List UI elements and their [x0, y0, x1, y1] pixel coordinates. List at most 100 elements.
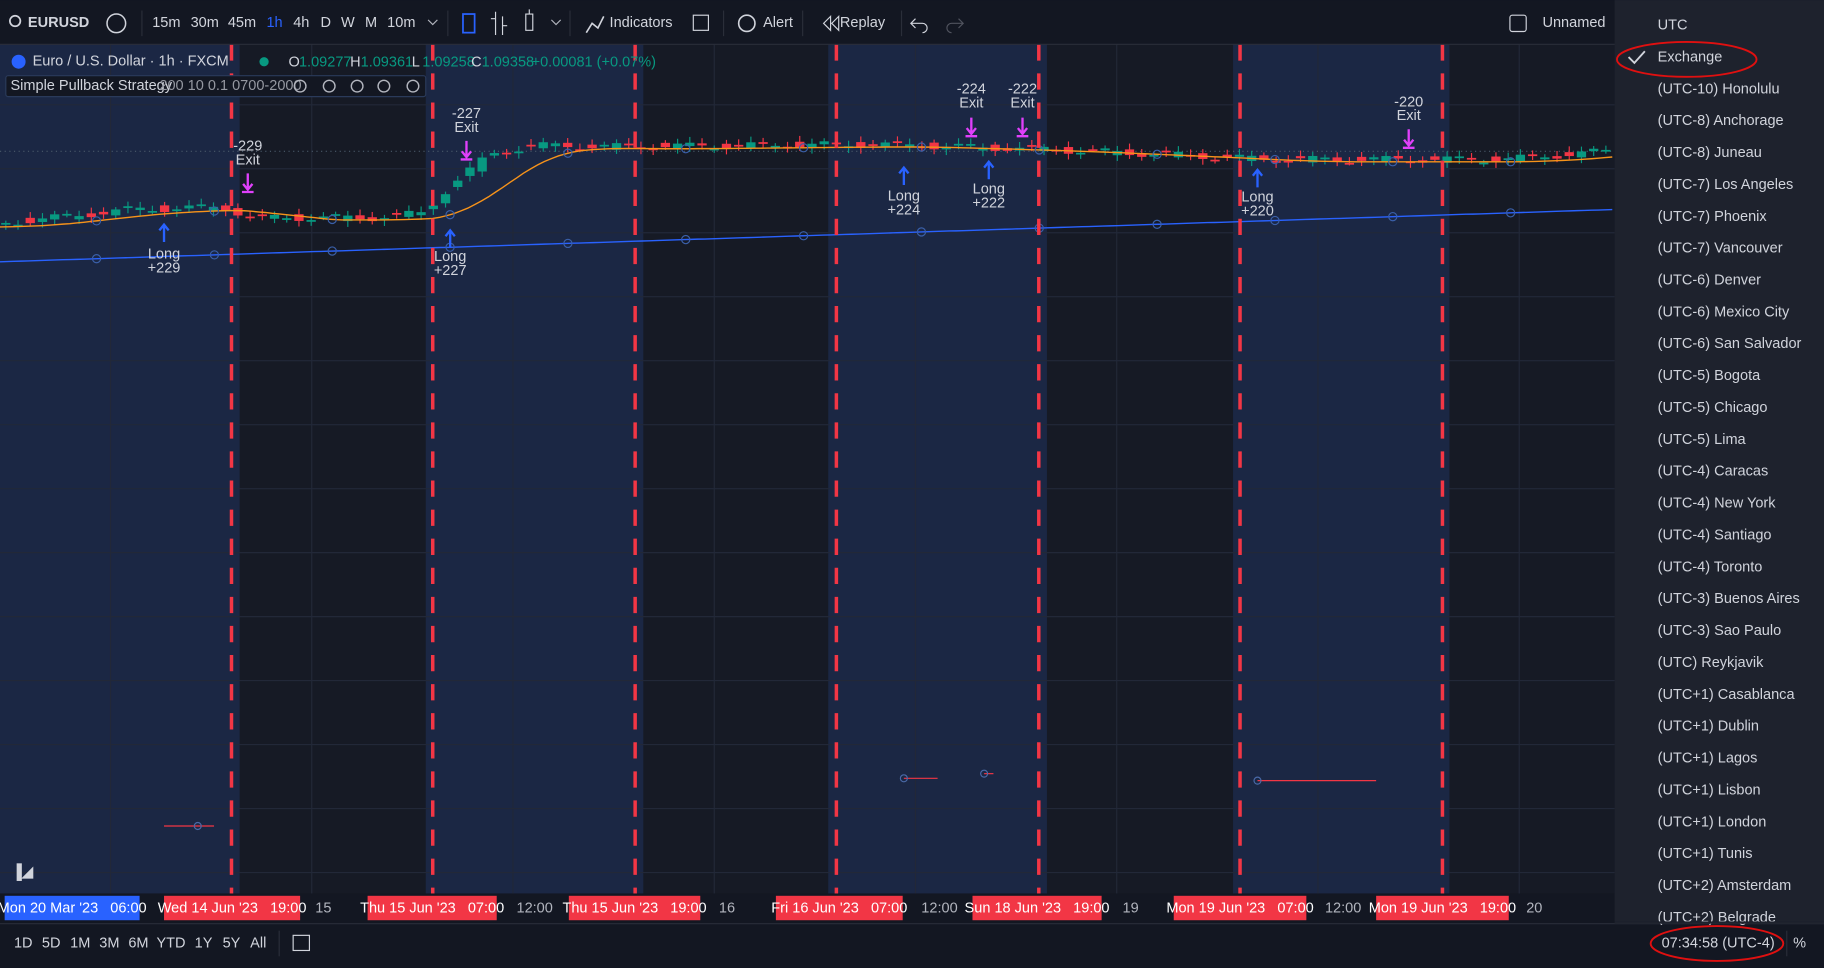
- date-range-button[interactable]: [292, 934, 311, 952]
- strategy-action-icon[interactable]: [377, 79, 391, 93]
- strategy-name[interactable]: Simple Pullback Strategy: [10, 78, 172, 94]
- timezone-option[interactable]: (UTC+1) London: [1658, 814, 1767, 830]
- exit-arrow: [1016, 117, 1029, 138]
- percent-toggle[interactable]: %: [1793, 935, 1806, 951]
- timezone-option[interactable]: (UTC-6) San Salvador: [1658, 336, 1802, 352]
- chart-style-button[interactable]: [525, 9, 534, 31]
- search-icon[interactable]: [9, 14, 22, 28]
- timezone-option[interactable]: (UTC+1) Lisbon: [1658, 782, 1761, 798]
- range-button[interactable]: 1D: [14, 935, 33, 951]
- strategy-action-icon[interactable]: [406, 79, 420, 93]
- timezone-option[interactable]: (UTC-10) Honolulu: [1658, 81, 1780, 97]
- candle-body: [306, 220, 316, 222]
- range-button[interactable]: 3M: [99, 935, 119, 951]
- interval-button[interactable]: D: [320, 15, 331, 31]
- timezone-option[interactable]: (UTC-4) Santiago: [1658, 527, 1772, 543]
- timezone-option[interactable]: (UTC+1) Dublin: [1658, 719, 1759, 735]
- ma-point: [916, 227, 927, 237]
- range-button[interactable]: 1M: [70, 935, 90, 951]
- timezone-option[interactable]: UTC: [1658, 18, 1688, 34]
- candle-body: [856, 142, 866, 148]
- timezone-option[interactable]: (UTC-6) Mexico City: [1658, 304, 1790, 320]
- timezone-option[interactable]: (UTC-3) Buenos Aires: [1658, 591, 1800, 607]
- strategy-action-icon[interactable]: [322, 79, 336, 93]
- timezone-option[interactable]: (UTC-6) Denver: [1658, 273, 1762, 289]
- bar-type-button[interactable]: [490, 11, 508, 35]
- interval-button[interactable]: W: [341, 15, 355, 31]
- timezone-option[interactable]: (UTC-3) Sao Paulo: [1658, 623, 1782, 639]
- trade-result: +224: [887, 202, 920, 218]
- timezone-option[interactable]: (UTC-4) Caracas: [1658, 464, 1769, 480]
- timezone-option[interactable]: (UTC-5) Lima: [1658, 432, 1747, 448]
- ma-point: [916, 142, 927, 152]
- candle-body: [1124, 149, 1135, 156]
- candle-body: [624, 143, 634, 146]
- interval-button[interactable]: 30m: [191, 15, 219, 31]
- timezone-option[interactable]: (UTC+2) Amsterdam: [1658, 878, 1792, 894]
- templates-button[interactable]: [692, 14, 710, 31]
- timezone-option[interactable]: (UTC-5) Bogota: [1658, 368, 1761, 384]
- timezone-option[interactable]: (UTC-4) Toronto: [1658, 559, 1763, 575]
- time-label: 12:00: [1325, 900, 1361, 916]
- trade-result: +229: [148, 261, 181, 277]
- interval-button[interactable]: 15m: [152, 15, 180, 31]
- style-dropdown[interactable]: [550, 19, 562, 26]
- range-button[interactable]: 5Y: [223, 935, 241, 951]
- range-button[interactable]: 1Y: [195, 935, 213, 951]
- indicators-icon[interactable]: [585, 16, 605, 34]
- trade-label: Long: [973, 182, 1005, 198]
- strategy-action-icon[interactable]: [293, 79, 307, 93]
- timezone-option[interactable]: (UTC-8) Juneau: [1658, 145, 1762, 161]
- timezone-option[interactable]: (UTC-7) Phoenix: [1658, 209, 1768, 225]
- strategy-action-icon[interactable]: [350, 79, 364, 93]
- alert-icon[interactable]: [737, 14, 756, 33]
- candle-body: [905, 144, 915, 147]
- chart-type-button[interactable]: [462, 13, 476, 34]
- range-button[interactable]: 6M: [128, 935, 148, 951]
- candle-body: [74, 216, 84, 220]
- interval-button[interactable]: 45m: [228, 15, 256, 31]
- candle-body: [221, 205, 231, 211]
- symbol-search[interactable]: EURUSD: [28, 15, 89, 31]
- clock[interactable]: 07:34:58 (UTC-4): [1662, 935, 1775, 951]
- candle-body: [1088, 149, 1098, 152]
- timezone-option[interactable]: Exchange: [1658, 49, 1723, 65]
- candle-body: [489, 153, 500, 156]
- range-button[interactable]: 5D: [42, 935, 61, 951]
- interval-button[interactable]: 10m: [387, 15, 415, 31]
- range-button[interactable]: YTD: [156, 935, 185, 951]
- alert-button[interactable]: Alert: [763, 15, 793, 31]
- replay-button[interactable]: Replay: [840, 15, 886, 31]
- interval-button[interactable]: 4h: [293, 15, 309, 31]
- timezone-option[interactable]: (UTC-7) Los Angeles: [1658, 177, 1794, 193]
- timezone-option[interactable]: (UTC-4) New York: [1658, 496, 1777, 512]
- candle-body: [1540, 157, 1550, 160]
- layout-checkbox[interactable]: [1509, 14, 1527, 33]
- range-button[interactable]: All: [250, 935, 266, 951]
- ohlc-label: O: [288, 55, 299, 71]
- timezone-option[interactable]: (UTC-5) Chicago: [1658, 400, 1768, 416]
- timezone-option[interactable]: (UTC+1) Casablanca: [1658, 687, 1796, 703]
- bottom-bar-bg: [0, 923, 1824, 968]
- candle-body: [453, 180, 463, 187]
- undo-button[interactable]: [910, 18, 928, 34]
- timezone-option[interactable]: (UTC+1) Lagos: [1658, 751, 1758, 767]
- candle-body: [392, 212, 402, 215]
- interval-button[interactable]: 1h: [266, 15, 282, 31]
- candle-body: [1295, 156, 1306, 159]
- timezone-option[interactable]: (UTC+1) Tunis: [1658, 846, 1753, 862]
- redo-button[interactable]: [946, 18, 965, 34]
- time-label-box: [972, 895, 1102, 921]
- interval-dropdown[interactable]: [427, 19, 438, 26]
- candle-body: [526, 144, 536, 147]
- layout-name[interactable]: Unnamed: [1542, 15, 1605, 31]
- indicators-button[interactable]: Indicators: [610, 15, 673, 31]
- interval-button[interactable]: M: [365, 15, 377, 31]
- timezone-option[interactable]: (UTC-8) Anchorage: [1658, 113, 1784, 129]
- candle-body: [1027, 145, 1037, 147]
- timezone-option[interactable]: (UTC-7) Vancouver: [1658, 241, 1783, 257]
- compare-button[interactable]: [106, 13, 127, 34]
- time-label: 16: [719, 900, 735, 916]
- timezone-option[interactable]: (UTC) Reykjavik: [1658, 655, 1764, 671]
- replay-icon[interactable]: [822, 14, 840, 32]
